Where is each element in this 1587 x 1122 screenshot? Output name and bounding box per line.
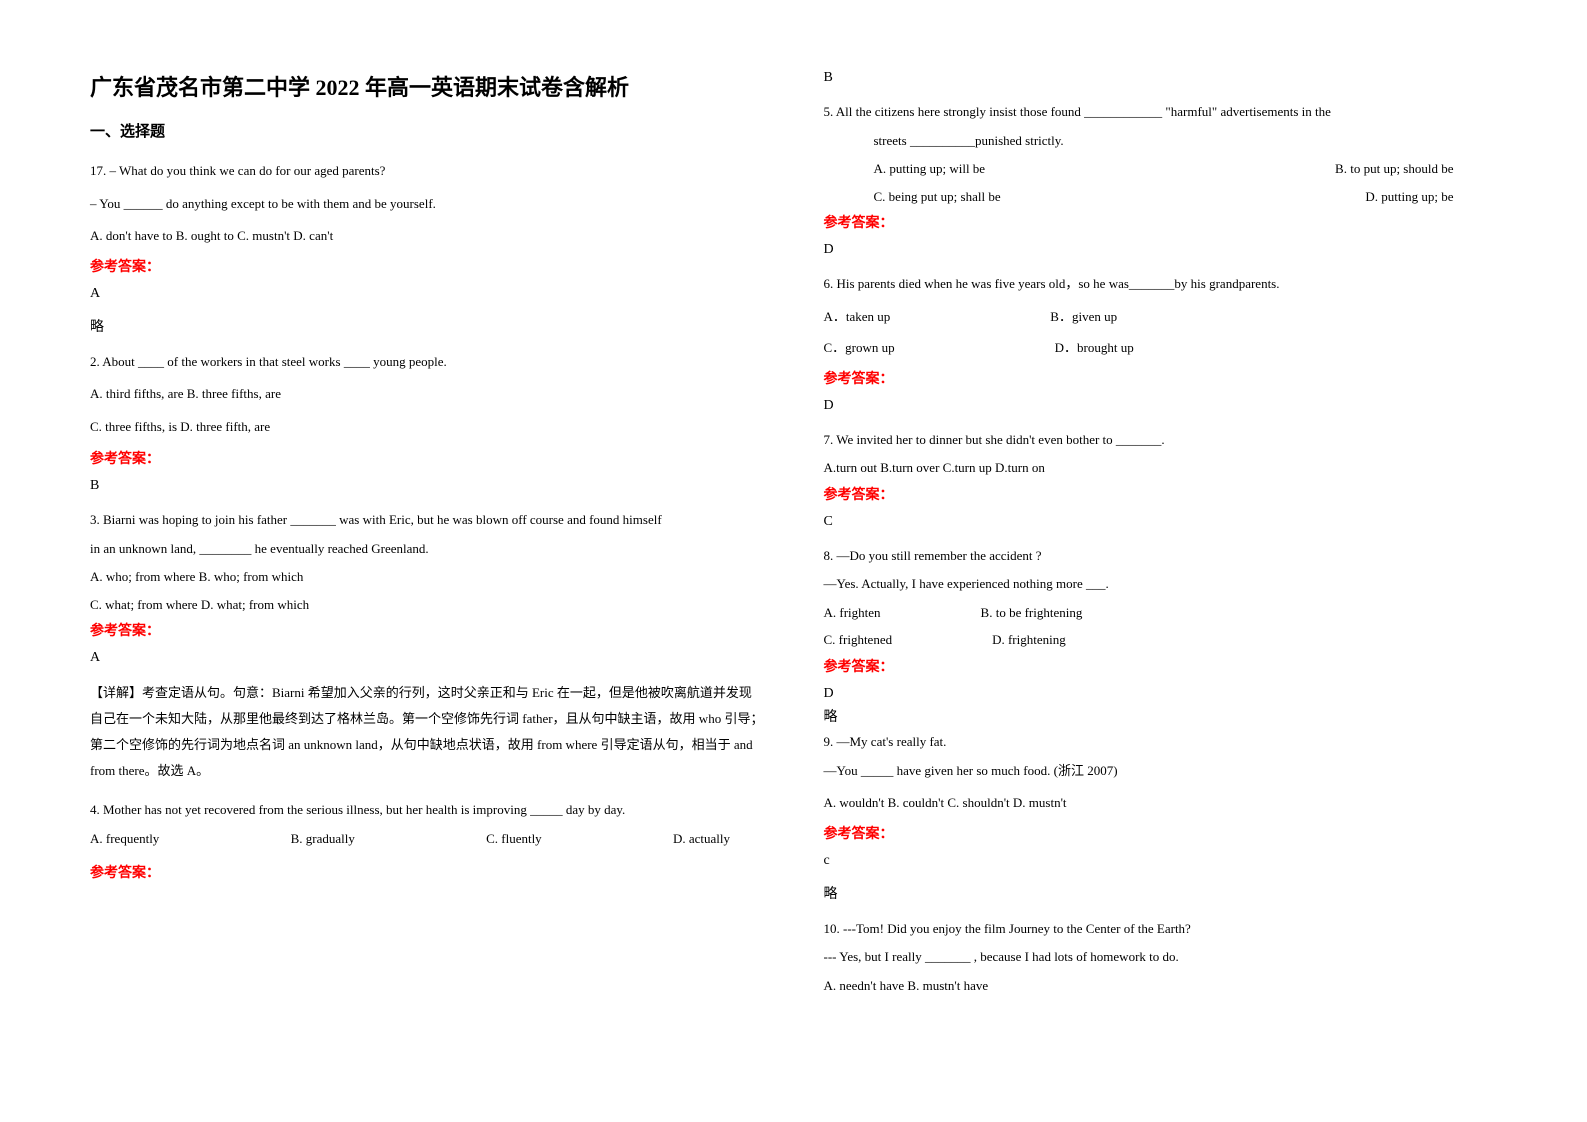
q4-opt-c: C. fluently [486,827,542,850]
question-9-answer: c [824,853,1498,869]
answer-label: 参考答案： [824,484,1498,504]
question-8-opts-row2: C. frightened D. frightening [824,628,1498,651]
question-5-line2: streets __________punished strictly. [824,129,1498,154]
question-5-opts-row1: A. putting up; will be B. to put up; sho… [824,157,1498,180]
q4-opt-a: A. frequently [90,827,159,850]
question-5-answer: D [824,242,1498,258]
q6-opt-d: D．brought up [1055,336,1134,359]
answer-label: 参考答案： [824,212,1498,232]
question-3-opts-a: A. who; from where B. who; from which [90,565,764,588]
q5-opt-b: B. to put up; should be [1335,157,1453,180]
question-17-options: A. don't have to B. ought to C. mustn't … [90,224,764,247]
question-8-line2: —Yes. Actually, I have experienced nothi… [824,572,1498,597]
question-6-line1: 6. His parents died when he was five yea… [824,272,1498,297]
question-4-options: A. frequently B. gradually C. fluently D… [90,827,764,850]
q5-opt-d: D. putting up; be [1365,185,1453,208]
page-title: 广东省茂名市第二中学 2022 年高一英语期末试卷含解析 [90,70,764,102]
question-7-line1: 7. We invited her to dinner but she didn… [824,428,1498,453]
question-2-line1: 2. About ____ of the workers in that ste… [90,350,764,375]
q8-opt-c: C. frightened [824,628,893,651]
question-5-opts-row2: C. being put up; shall be D. putting up;… [824,185,1498,208]
question-2-answer: B [90,478,764,494]
q8-opt-b: B. to be frightening [981,601,1083,624]
question-3-opts-c: C. what; from where D. what; from which [90,593,764,616]
question-8-note: 略 [824,706,1498,726]
question-5-line1: 5. All the citizens here strongly insist… [824,100,1498,125]
q4-opt-d: D. actually [673,827,730,850]
answer-label: 参考答案： [824,823,1498,843]
section-heading: 一、选择题 [90,120,764,141]
question-7-options: A.turn out B.turn over C.turn up D.turn … [824,456,1498,479]
question-10-line1: 10. ---Tom! Did you enjoy the film Journ… [824,917,1498,942]
question-17-line1: 17. – What do you think we can do for ou… [90,159,764,184]
left-column: 广东省茂名市第二中学 2022 年高一英语期末试卷含解析 一、选择题 17. –… [90,70,764,1052]
question-6-answer: D [824,398,1498,414]
question-9-note: 略 [824,883,1498,903]
q8-opt-d: D. frightening [992,628,1066,651]
q6-opt-a: A．taken up [824,305,891,328]
question-9-options: A. wouldn't B. couldn't C. shouldn't D. … [824,791,1498,814]
q6-opt-b: B．given up [1050,305,1117,328]
question-6-opts-row2: C．grown up D．brought up [824,336,1498,359]
question-7-answer: C [824,514,1498,530]
question-17-answer: A [90,286,764,302]
answer-label: 参考答案： [90,448,764,468]
right-column: B 5. All the citizens here strongly insi… [824,70,1498,1052]
question-4-line1: 4. Mother has not yet recovered from the… [90,798,764,823]
question-3-line2: in an unknown land, ________ he eventual… [90,537,764,562]
question-17-note: 略 [90,316,764,336]
question-8-answer: D [824,686,1498,702]
question-10-line2: --- Yes, but I really _______ , because … [824,945,1498,970]
question-6-opts-row1: A．taken up B．given up [824,305,1498,328]
question-3-explain: 【详解】考查定语从句。句意：Biarni 希望加入父亲的行列，这时父亲正和与 E… [90,680,764,784]
q8-opt-a: A. frighten [824,601,881,624]
q6-opt-c: C．grown up [824,336,895,359]
q5-opt-a: A. putting up; will be [874,157,986,180]
question-9-line2: —You _____ have given her so much food. … [824,759,1498,784]
question-2-opts-c: C. three fifths, is D. three fifth, are [90,415,764,440]
answer-label: 参考答案： [90,256,764,276]
q4-opt-b: B. gradually [291,827,355,850]
q5-opt-c: C. being put up; shall be [874,185,1001,208]
question-2-opts-a: A. third fifths, are B. three fifths, ar… [90,382,764,407]
question-3-answer: A [90,650,764,666]
answer-label: 参考答案： [824,656,1498,676]
question-3-line1: 3. Biarni was hoping to join his father … [90,508,764,533]
question-17-line2: – You ______ do anything except to be wi… [90,192,764,217]
question-8-line1: 8. —Do you still remember the accident ? [824,544,1498,569]
question-9-line1: 9. —My cat's really fat. [824,730,1498,755]
answer-label: 参考答案： [824,368,1498,388]
answer-label: 参考答案： [90,620,764,640]
question-8-opts-row1: A. frighten B. to be frightening [824,601,1498,624]
question-10-options: A. needn't have B. mustn't have [824,974,1498,997]
question-4-answer: B [824,70,1498,86]
answer-label: 参考答案： [90,862,764,882]
